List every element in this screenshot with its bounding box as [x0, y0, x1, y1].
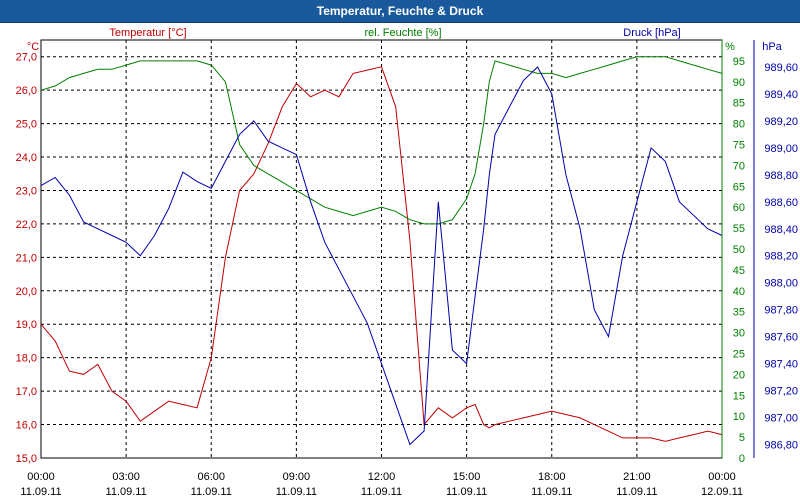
humidity-tick-label: 30: [733, 328, 745, 340]
humidity-tick-label: 20: [733, 369, 745, 381]
temperature-tick-label: 20,0: [16, 286, 37, 298]
humidity-axis-title: rel. Feuchte [%]: [364, 27, 441, 39]
humidity-tick-label: 0: [739, 453, 745, 465]
pressure-tick-label: 987,00: [764, 413, 798, 425]
x-tick-date: 11.09.11: [191, 486, 232, 498]
temperature-tick-label: 26,0: [16, 85, 37, 97]
pressure-tick-label: 989,20: [764, 116, 798, 128]
temperature-tick-label: 19,0: [16, 319, 37, 331]
x-tick-time: 00:00: [708, 471, 736, 483]
humidity-tick-label: 55: [733, 223, 745, 235]
pressure-tick-label: 989,00: [764, 143, 798, 155]
pressure-axis-title: Druck [hPa]: [623, 27, 680, 39]
humidity-tick-label: 90: [733, 77, 745, 89]
grid: [40, 39, 723, 459]
labels: 15,0 16,0 17,0 18,0 19,0 20,0 21,0 22,0 23,0 24,0…: [16, 27, 798, 498]
x-tick-time: 15:00: [453, 471, 481, 483]
x-tick-time: 09:00: [283, 471, 311, 483]
window-title-bar: Temperatur, Feuchte & Druck: [0, 0, 800, 23]
x-tick-date: 11.09.11: [446, 486, 487, 498]
humidity-tick-label: 85: [733, 98, 745, 110]
pressure-tick-label: 988,80: [764, 170, 798, 182]
temperature-tick-label: 15,0: [16, 453, 37, 465]
humidity-tick-label: 15: [733, 390, 745, 402]
x-tick-time: 03:00: [112, 471, 140, 483]
humidity-tick-label: 40: [733, 286, 745, 298]
x-tick-date: 11.09.11: [531, 486, 572, 498]
x-tick-time: 12:00: [368, 471, 396, 483]
pressure-series-line: [40, 66, 723, 446]
humidity-tick-label: 45: [733, 265, 745, 277]
temperature-unit: °C: [27, 41, 39, 53]
temperature-tick-label: 23,0: [16, 185, 37, 197]
pressure-tick-label: 987,20: [764, 386, 798, 398]
x-tick-date: 11.09.11: [20, 486, 61, 498]
pressure-tick-label: 988,00: [764, 278, 798, 290]
x-tick-time: 21:00: [623, 471, 651, 483]
humidity-tick-label: 50: [733, 244, 745, 256]
humidity-tick-label: 80: [733, 119, 745, 131]
temperature-tick-label: 16,0: [16, 420, 37, 432]
temperature-axis-title: Temperatur [°C]: [109, 27, 186, 39]
humidity-tick-label: 65: [733, 181, 745, 193]
x-tick-date: 11.09.11: [106, 486, 147, 498]
temperature-tick-label: 17,0: [16, 386, 37, 398]
temperature-tick-label: 18,0: [16, 353, 37, 365]
x-tick-date: 11.09.11: [616, 486, 657, 498]
axes: [721, 40, 755, 458]
pressure-tick-label: 988,60: [764, 197, 798, 209]
temperature-series-line: [40, 66, 723, 442]
humidity-tick-label: 5: [739, 432, 745, 444]
temperature-tick-label: 27,0: [16, 52, 37, 64]
humidity-unit: %: [725, 41, 735, 53]
window-title: Temperatur, Feuchte & Druck: [316, 4, 484, 18]
temperature-tick-label: 21,0: [16, 252, 37, 264]
pressure-tick-label: 989,60: [764, 62, 798, 74]
pressure-tick-label: 988,40: [764, 224, 798, 236]
series-lines: [40, 56, 723, 446]
humidity-tick-label: 60: [733, 202, 745, 214]
pressure-tick-label: 988,20: [764, 251, 798, 263]
x-tick-time: 06:00: [197, 471, 225, 483]
pressure-tick-label: 989,40: [764, 89, 798, 101]
humidity-tick-label: 25: [733, 349, 745, 361]
pressure-tick-label: 987,80: [764, 305, 798, 317]
humidity-tick-label: 35: [733, 307, 745, 319]
temperature-tick-label: 24,0: [16, 152, 37, 164]
pressure-tick-label: 987,40: [764, 359, 798, 371]
x-tick-date: 11.09.11: [361, 486, 402, 498]
pressure-tick-label: 986,80: [764, 440, 798, 452]
pressure-tick-label: 987,60: [764, 332, 798, 344]
x-tick-time: 18:00: [538, 471, 566, 483]
temperature-tick-label: 22,0: [16, 219, 37, 231]
x-tick-time: 00:00: [27, 471, 55, 483]
humidity-tick-label: 10: [733, 411, 745, 423]
x-tick-date: 11.09.11: [276, 486, 317, 498]
x-tick-date: 12.09.11: [701, 486, 743, 498]
temperature-tick-label: 25,0: [16, 119, 37, 131]
humidity-tick-label: 70: [733, 160, 745, 172]
humidity-tick-label: 75: [733, 140, 745, 152]
humidity-series-line: [40, 56, 723, 225]
pressure-unit: hPa: [762, 41, 782, 53]
humidity-tick-label: 95: [733, 56, 745, 68]
